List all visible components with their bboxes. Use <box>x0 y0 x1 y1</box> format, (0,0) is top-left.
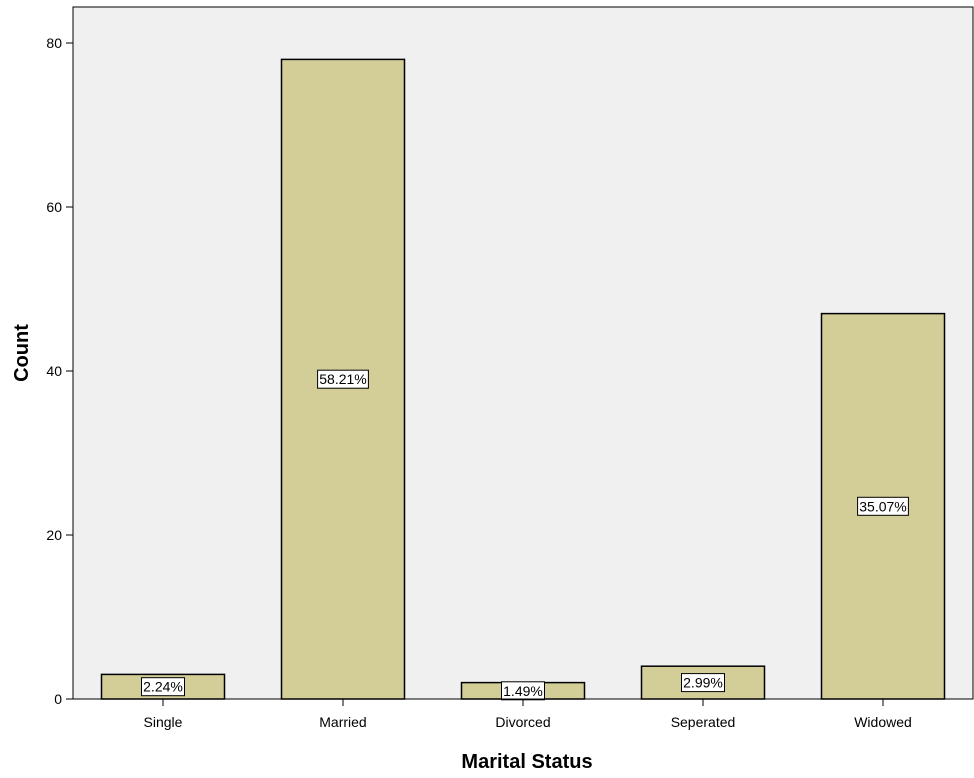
y-axis-title: Count <box>11 324 33 382</box>
x-tick-label: Widowed <box>854 714 912 730</box>
y-tick-label: 80 <box>46 35 62 51</box>
y-axis-ticks: 0 20 40 60 80 <box>46 35 73 707</box>
y-tick-label: 0 <box>54 691 62 707</box>
data-label-box <box>317 369 369 389</box>
x-axis-ticks: Single Married Divorced Seperated Widowed <box>144 699 912 730</box>
data-label: 35.07% <box>859 498 906 514</box>
y-tick-label: 20 <box>46 527 62 543</box>
data-label: 2.99% <box>683 675 723 691</box>
x-tick-label: Divorced <box>495 714 550 730</box>
data-label: 1.49% <box>503 683 543 699</box>
x-tick-label: Single <box>144 714 183 730</box>
x-axis-title: Marital Status <box>461 751 592 773</box>
data-label-box <box>141 677 185 697</box>
bars-group: 2.24% 58.21% 1.49% 2.99% 35.07% <box>100 58 946 701</box>
x-tick-label: Married <box>319 714 366 730</box>
x-tick-label: Seperated <box>671 714 736 730</box>
y-tick-label: 40 <box>46 363 62 379</box>
y-tick-label: 60 <box>46 199 62 215</box>
data-label: 58.21% <box>319 371 366 387</box>
data-label: 2.24% <box>143 679 183 695</box>
data-label-box <box>681 673 725 693</box>
data-label-box <box>857 496 909 516</box>
